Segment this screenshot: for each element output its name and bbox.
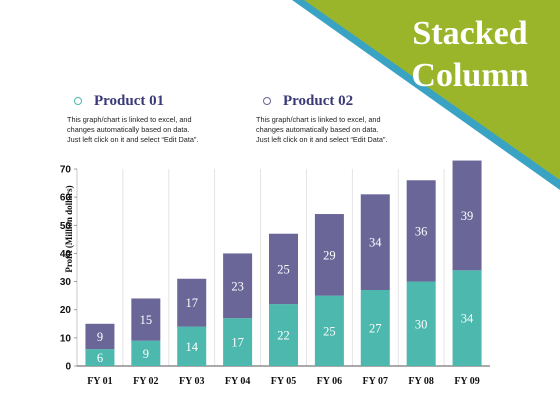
bar-segment-1 (131, 340, 161, 366)
legend-product-02: Product 02 This graph/chart is linked to… (256, 92, 431, 145)
bar-segment-1 (177, 326, 207, 366)
legend-name: Product 02 (283, 92, 354, 109)
bar-segment-2 (131, 298, 161, 341)
legend-name: Product 01 (94, 92, 165, 109)
bar-segment-2 (406, 180, 436, 282)
x-tick-label: FY 03 (179, 376, 204, 387)
slide-title-line-1: Stacked (412, 15, 528, 52)
data-label: 36 (415, 224, 428, 238)
x-tick-label: FY 07 (363, 376, 388, 387)
bar-segment-2 (360, 194, 390, 291)
data-label: 34 (369, 236, 382, 250)
legend-description-line: Just left click on it and select “Edit D… (256, 135, 388, 144)
data-label: 22 (277, 329, 290, 343)
data-label: 6 (97, 351, 103, 365)
x-tick-label: FY 05 (271, 376, 296, 387)
stacked-column-chart: 0 10 20 30 40 50 60 70 6 9 FY 01 9 15 FY 02 14 17 FY 03 1… (60, 160, 490, 387)
bar-segment-2 (177, 278, 207, 327)
data-label: 15 (140, 313, 153, 327)
legend-marker-icon (263, 97, 271, 105)
data-label: 29 (323, 248, 336, 262)
legend-marker-icon (74, 97, 82, 105)
legend-description: This graph/chart is linked to excel, and… (67, 115, 242, 145)
y-tick-label: 20 (60, 305, 72, 316)
bar-segment-2 (269, 233, 298, 305)
y-tick-label: 50 (60, 221, 72, 232)
y-tick-label: 60 (60, 193, 72, 204)
y-tick-label: 70 (60, 165, 72, 176)
bar-segment-1 (360, 290, 390, 366)
bar-segment-1 (406, 281, 436, 366)
banner-fill (304, 0, 560, 180)
bar-segment-2 (452, 160, 482, 271)
legend-description-line: This graph/chart is linked to excel, and (256, 115, 381, 124)
y-tick-label: 30 (60, 277, 72, 288)
y-tick-label: 0 (65, 362, 71, 373)
data-label: 34 (461, 312, 474, 326)
bar-segment-1 (314, 295, 344, 366)
data-label: 39 (461, 209, 474, 223)
bar-segment-1 (269, 304, 298, 366)
legend-description-line: This graph/chart is linked to excel, and (67, 115, 192, 124)
x-tick-label: FY 01 (87, 376, 112, 387)
data-label: 17 (231, 336, 244, 350)
bar-segment-1 (85, 349, 115, 366)
data-label: 25 (277, 262, 290, 276)
x-tick-label: FY 04 (225, 376, 250, 387)
y-tick-label: 40 (60, 249, 72, 260)
x-tick-label: FY 08 (408, 376, 433, 387)
legend-product-01: Product 01 This graph/chart is linked to… (67, 92, 242, 145)
data-label: 9 (97, 330, 103, 344)
data-label: 27 (369, 322, 382, 336)
data-label: 17 (185, 296, 198, 310)
bar-segment-2 (223, 253, 253, 319)
legend-description: This graph/chart is linked to excel, and… (256, 115, 431, 145)
slide-title-line-2: Column (411, 57, 529, 94)
legend-description-line: Just left click on it and select “Edit D… (67, 135, 199, 144)
y-axis-label: Profit (Million dollars) (64, 185, 74, 273)
bar-segment-2 (314, 214, 344, 296)
x-tick-label: FY 06 (317, 376, 342, 387)
x-tick-label: FY 09 (454, 376, 479, 387)
legend-description-line: changes automatically based on data. (67, 125, 190, 134)
x-tick-label: FY 02 (133, 376, 158, 387)
bar-segment-2 (85, 323, 115, 350)
data-label: 23 (231, 279, 244, 293)
data-label: 25 (323, 324, 336, 338)
legend-description-line: changes automatically based on data. (256, 125, 379, 134)
data-label: 30 (415, 317, 428, 331)
bar-segment-1 (223, 318, 253, 366)
data-label: 14 (185, 340, 198, 354)
data-label: 9 (143, 347, 149, 361)
bar-segment-1 (452, 270, 482, 366)
title-banner (292, 0, 560, 190)
y-tick-label: 10 (60, 333, 72, 344)
